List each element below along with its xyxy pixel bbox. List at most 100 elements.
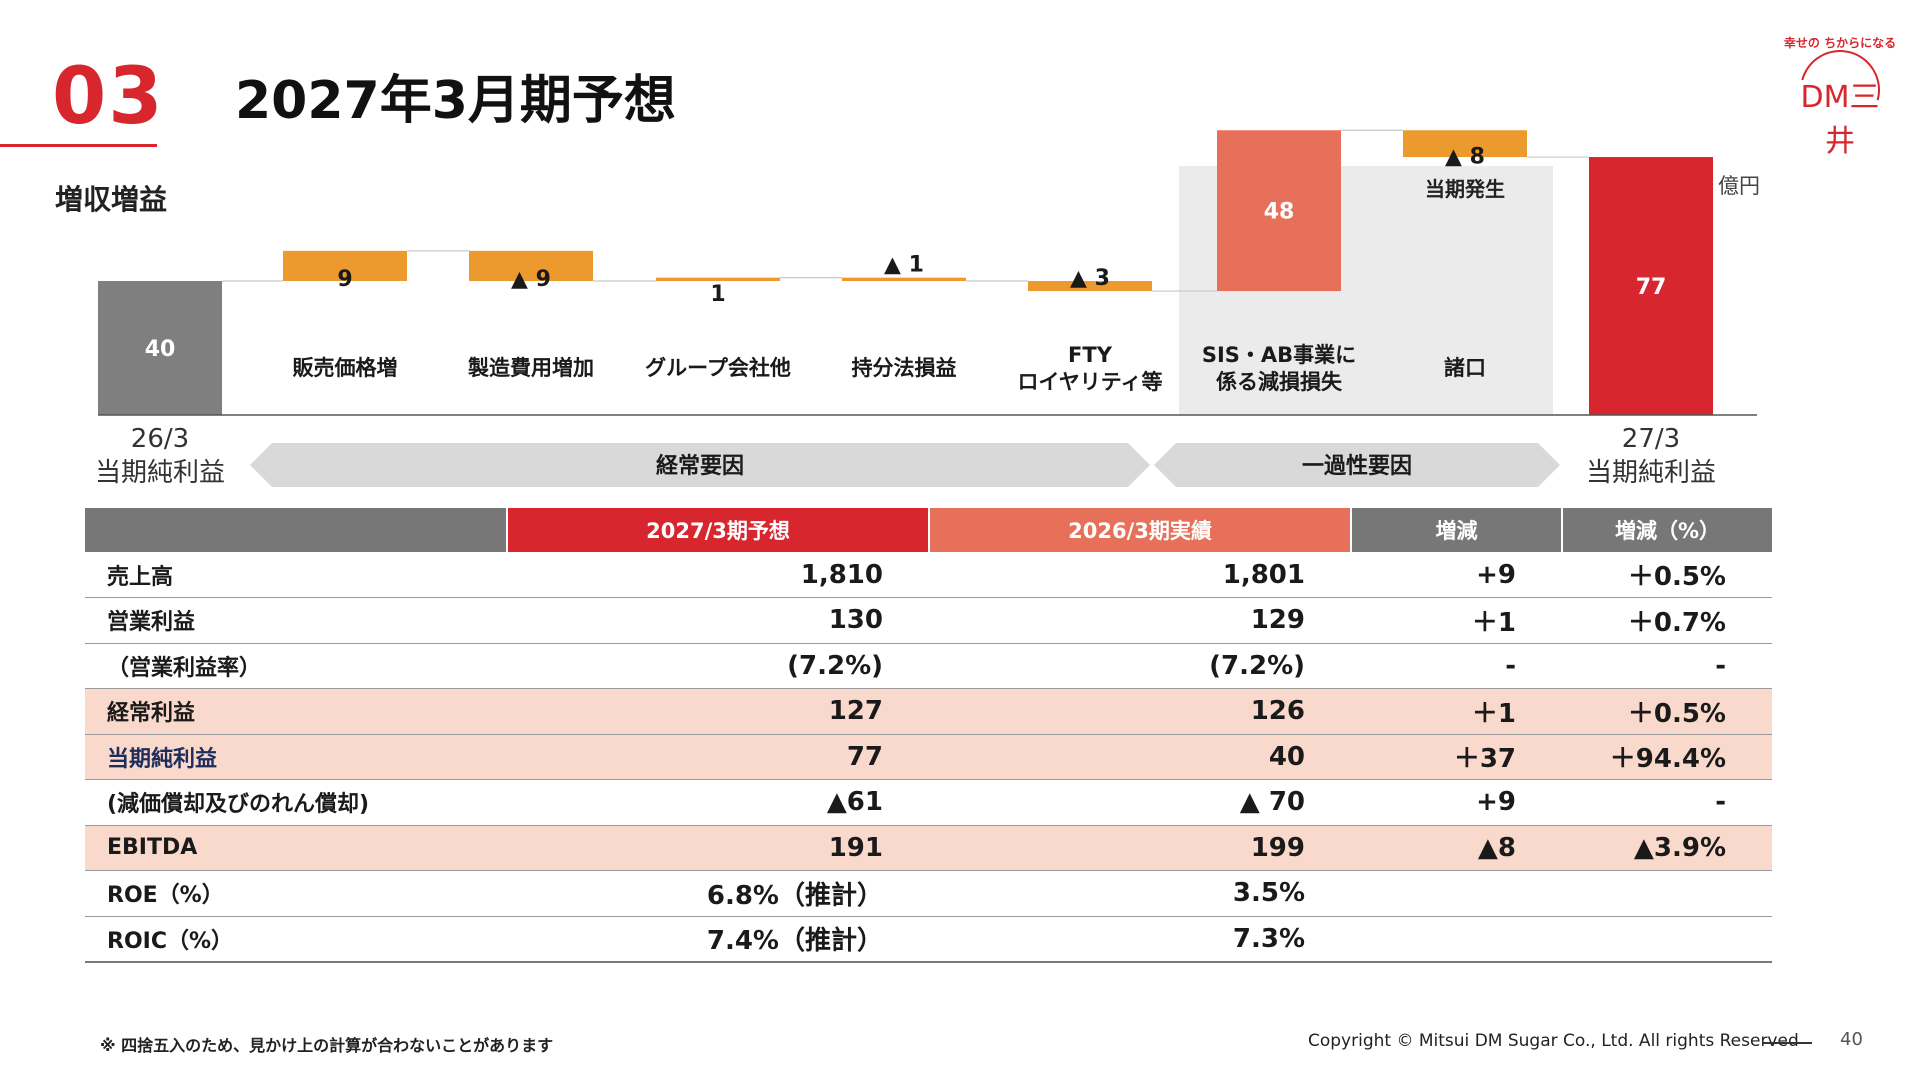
category-label-5: ロイヤリティ等 [1017, 370, 1162, 394]
value-label-0: 40 [145, 337, 176, 362]
header-change-pct: 増減（%） [1562, 508, 1772, 552]
header-label-col [85, 508, 508, 552]
row-cell: 1,801 [929, 552, 1351, 598]
value-label-3: 1 [710, 282, 725, 307]
chart-subtitle: 増収増益 [55, 183, 168, 216]
bar-3 [656, 277, 780, 281]
footer-rule [1762, 1042, 1812, 1044]
value-label-5: ▲ 3 [1070, 266, 1110, 291]
row-cell: - [1562, 643, 1772, 689]
category-label-3: グループ会社他 [645, 356, 791, 380]
value-label-7: ▲ 8 [1445, 145, 1485, 170]
group-arrow-label-1: 一過性要因 [1302, 453, 1412, 479]
row-label: ROE（%） [85, 870, 507, 917]
table-header-row: 2027/3期予想 2026/3期実績 増減 増減（%） [85, 508, 1772, 552]
axis-label-1: 当期純利益 [1586, 458, 1716, 488]
row-cell: ＋37 [1351, 734, 1562, 780]
axis-label-0: 当期純利益 [95, 458, 225, 488]
group-arrow-label-0: 経常要因 [656, 453, 744, 479]
row-label: 経常利益 [85, 688, 507, 735]
row-cell: 6.8%（推計） [507, 870, 929, 917]
row-cell [1562, 870, 1772, 917]
logo-text: DM三井 [1800, 80, 1880, 159]
table-body: 売上高 1,810 1,801 +9 ＋0.5% 営業利益 130 129 ＋1 ＋0.7% （営業… [85, 552, 1772, 963]
row-cell: 126 [929, 688, 1351, 735]
table-row: 当期純利益 77 40 ＋37 ＋94.4% [85, 734, 1772, 780]
value-label-6: 48 [1264, 200, 1295, 225]
table-row: 経常利益 127 126 ＋1 ＋0.5% [85, 688, 1772, 735]
table-row: EBITDA 191 199 ▲8 ▲3.9% [85, 825, 1772, 871]
row-cell: 40 [929, 734, 1351, 780]
bar-8 [1589, 157, 1713, 416]
header-change: 増減 [1351, 508, 1563, 552]
row-label: ROIC（%） [85, 916, 507, 963]
bar-2 [469, 250, 593, 281]
category-label-1: 販売価格増 [293, 356, 398, 380]
row-cell: +9 [1351, 552, 1562, 598]
company-logo: 幸せの ちからになる DM三井 [1780, 34, 1900, 159]
row-cell: 3.5% [929, 870, 1351, 917]
table-row: （営業利益率） (7.2%) (7.2%) - - [85, 643, 1772, 689]
category-label-7: 諸口 [1444, 356, 1486, 380]
table-row: 営業利益 130 129 ＋1 ＋0.7% [85, 597, 1772, 644]
table-row: ROIC（%） 7.4%（推計） 7.3% [85, 916, 1772, 963]
row-cell: ＋94.4% [1562, 734, 1772, 780]
row-cell: 199 [929, 825, 1351, 871]
row-cell: ＋0.5% [1562, 552, 1772, 598]
header-actual: 2026/3期実績 [929, 508, 1352, 552]
header-forecast: 2027/3期予想 [507, 508, 930, 552]
value-label-4: ▲ 1 [884, 253, 924, 278]
table-row: (減価償却及びのれん償却) ▲61 ▲ 70 +9- [85, 779, 1772, 826]
table-row: ROE（%） 6.8%（推計） 3.5% [85, 870, 1772, 917]
row-cell: 7.3% [929, 916, 1351, 963]
section-number: 03 [52, 52, 165, 142]
row-cell: ▲8 [1351, 825, 1562, 871]
copyright: Copyright © Mitsui DM Sugar Co., Ltd. Al… [1308, 1031, 1799, 1051]
row-cell: 127 [507, 688, 929, 735]
value-label-2: ▲ 9 [511, 267, 551, 292]
row-cell: ▲3.9% [1562, 825, 1772, 871]
table-row: 売上高 1,810 1,801 +9 ＋0.5% [85, 552, 1772, 598]
category-label-6: SIS・AB事業に [1202, 343, 1356, 367]
row-label: 営業利益 [85, 597, 507, 644]
row-cell: 1,810 [507, 552, 929, 598]
row-cell: ＋0.7% [1562, 597, 1772, 644]
page-title: 2027年3月期予想 [235, 71, 676, 131]
row-cell: 7.4%（推計） [507, 916, 929, 963]
axis-label-1: 27/3 [1622, 424, 1680, 454]
row-cell [1351, 870, 1562, 917]
row-cell: 130 [507, 597, 929, 644]
panel-header-current: 当期発生 [1425, 177, 1505, 201]
section-underline [0, 144, 157, 147]
row-cell: - [1562, 779, 1772, 826]
group-arrow-1 [1154, 443, 1560, 487]
category-label-6: 係る減損損失 [1216, 370, 1343, 394]
row-cell: (7.2%) [507, 643, 929, 689]
row-label: 当期純利益 [85, 734, 507, 780]
row-label: （営業利益率） [85, 643, 507, 689]
logo-tagline: 幸せの ちからになる [1783, 36, 1897, 50]
bar-6 [1217, 130, 1341, 292]
row-cell [1562, 916, 1772, 963]
row-cell: 191 [507, 825, 929, 871]
axis-label-0: 26/3 [131, 424, 189, 454]
row-cell: +9 [1351, 779, 1562, 826]
bar-1 [283, 250, 407, 281]
row-cell: ＋1 [1351, 688, 1562, 735]
row-cell [1351, 916, 1562, 963]
bar-5 [1028, 281, 1152, 292]
row-cell: ▲61 [507, 779, 929, 826]
bar-0 [98, 281, 222, 415]
row-cell: 77 [507, 734, 929, 780]
row-cell: ▲ 70 [929, 779, 1351, 826]
row-cell: ＋1 [1351, 597, 1562, 644]
category-label-5: FTY [1068, 343, 1113, 367]
value-label-8: 77 [1636, 275, 1667, 300]
financial-summary-table: 2027/3期予想 2026/3期実績 増減 増減（%） 売上高 1,810 1,8… [85, 508, 1772, 963]
category-label-2: 製造費用増加 [467, 356, 594, 380]
row-label: (減価償却及びのれん償却) [85, 779, 507, 826]
category-label-4: 持分法損益 [852, 356, 957, 380]
bar-4 [842, 277, 966, 281]
row-cell: ＋0.5% [1562, 688, 1772, 735]
